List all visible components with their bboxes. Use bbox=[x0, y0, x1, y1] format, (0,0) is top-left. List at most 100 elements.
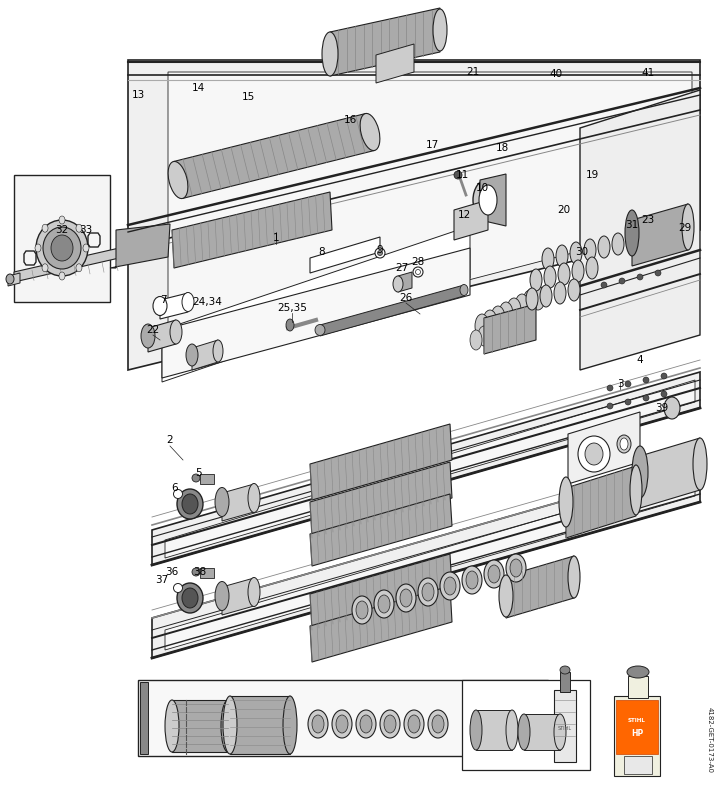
Text: 13: 13 bbox=[131, 90, 145, 100]
Text: STIHL: STIHL bbox=[628, 718, 646, 723]
Ellipse shape bbox=[661, 373, 667, 379]
Ellipse shape bbox=[43, 227, 81, 269]
Ellipse shape bbox=[223, 696, 237, 754]
Ellipse shape bbox=[186, 344, 198, 366]
Text: 25,35: 25,35 bbox=[277, 303, 307, 313]
Polygon shape bbox=[14, 175, 110, 302]
Polygon shape bbox=[580, 90, 700, 370]
Ellipse shape bbox=[475, 314, 489, 338]
Text: 8: 8 bbox=[319, 247, 325, 257]
Polygon shape bbox=[192, 340, 218, 370]
Ellipse shape bbox=[440, 572, 460, 600]
Text: 12: 12 bbox=[457, 210, 471, 220]
Ellipse shape bbox=[478, 326, 490, 346]
Bar bbox=[616, 700, 658, 754]
Polygon shape bbox=[310, 554, 452, 630]
Ellipse shape bbox=[413, 267, 423, 277]
Polygon shape bbox=[484, 304, 536, 354]
Ellipse shape bbox=[494, 318, 506, 338]
Ellipse shape bbox=[643, 377, 649, 383]
Text: 2: 2 bbox=[167, 435, 174, 445]
Ellipse shape bbox=[510, 310, 522, 330]
Ellipse shape bbox=[484, 560, 504, 588]
Polygon shape bbox=[398, 272, 412, 292]
Text: 17: 17 bbox=[426, 140, 438, 150]
Ellipse shape bbox=[584, 239, 596, 261]
Ellipse shape bbox=[59, 216, 65, 224]
Bar bbox=[200, 474, 214, 484]
Ellipse shape bbox=[360, 114, 380, 151]
Ellipse shape bbox=[432, 715, 444, 733]
Polygon shape bbox=[330, 8, 440, 76]
Ellipse shape bbox=[612, 233, 624, 255]
Ellipse shape bbox=[693, 438, 707, 490]
Polygon shape bbox=[172, 700, 228, 752]
Polygon shape bbox=[110, 224, 170, 268]
Ellipse shape bbox=[36, 220, 88, 276]
Ellipse shape bbox=[506, 554, 526, 582]
Polygon shape bbox=[554, 690, 576, 762]
Ellipse shape bbox=[375, 248, 385, 258]
Polygon shape bbox=[152, 372, 700, 565]
Ellipse shape bbox=[544, 266, 556, 288]
Ellipse shape bbox=[530, 269, 542, 291]
Polygon shape bbox=[310, 462, 452, 538]
Ellipse shape bbox=[559, 477, 573, 527]
Ellipse shape bbox=[177, 583, 203, 613]
Ellipse shape bbox=[630, 465, 642, 515]
Ellipse shape bbox=[682, 204, 694, 250]
Text: 20: 20 bbox=[557, 205, 570, 215]
Ellipse shape bbox=[177, 489, 203, 519]
Ellipse shape bbox=[556, 245, 568, 267]
Ellipse shape bbox=[560, 666, 570, 674]
Polygon shape bbox=[310, 494, 452, 566]
Ellipse shape bbox=[51, 235, 73, 261]
Text: 30: 30 bbox=[575, 247, 588, 257]
Ellipse shape bbox=[433, 9, 447, 51]
Text: 6: 6 bbox=[171, 483, 179, 493]
Ellipse shape bbox=[76, 224, 82, 232]
Ellipse shape bbox=[415, 269, 420, 274]
Ellipse shape bbox=[470, 330, 482, 350]
Polygon shape bbox=[566, 466, 636, 538]
Ellipse shape bbox=[542, 248, 554, 270]
Ellipse shape bbox=[637, 274, 643, 280]
Polygon shape bbox=[320, 285, 464, 336]
Ellipse shape bbox=[215, 487, 229, 517]
Ellipse shape bbox=[83, 244, 89, 252]
Ellipse shape bbox=[598, 236, 610, 258]
Text: 1: 1 bbox=[273, 233, 279, 243]
Ellipse shape bbox=[470, 710, 482, 750]
Ellipse shape bbox=[499, 575, 513, 617]
Ellipse shape bbox=[531, 286, 545, 310]
Ellipse shape bbox=[422, 583, 434, 601]
Polygon shape bbox=[165, 380, 695, 558]
Text: 24,34: 24,34 bbox=[192, 297, 222, 307]
Ellipse shape bbox=[486, 322, 498, 342]
Polygon shape bbox=[160, 293, 188, 319]
Polygon shape bbox=[162, 226, 470, 382]
Ellipse shape bbox=[444, 577, 456, 595]
Ellipse shape bbox=[483, 310, 497, 334]
Ellipse shape bbox=[540, 285, 552, 307]
Ellipse shape bbox=[221, 700, 235, 752]
Polygon shape bbox=[222, 578, 254, 615]
Polygon shape bbox=[310, 424, 452, 500]
Ellipse shape bbox=[380, 710, 400, 738]
Bar bbox=[140, 682, 148, 754]
Ellipse shape bbox=[192, 474, 200, 482]
Ellipse shape bbox=[153, 297, 167, 315]
Text: 14: 14 bbox=[192, 83, 204, 93]
Ellipse shape bbox=[625, 381, 631, 387]
Ellipse shape bbox=[356, 601, 368, 619]
Ellipse shape bbox=[491, 306, 505, 330]
Ellipse shape bbox=[558, 263, 570, 285]
Polygon shape bbox=[310, 237, 380, 273]
Text: 19: 19 bbox=[585, 170, 598, 180]
Bar bbox=[200, 568, 214, 578]
Text: 39: 39 bbox=[655, 403, 669, 413]
Ellipse shape bbox=[356, 710, 376, 738]
Polygon shape bbox=[222, 484, 254, 521]
Ellipse shape bbox=[352, 596, 372, 624]
Ellipse shape bbox=[213, 340, 223, 362]
